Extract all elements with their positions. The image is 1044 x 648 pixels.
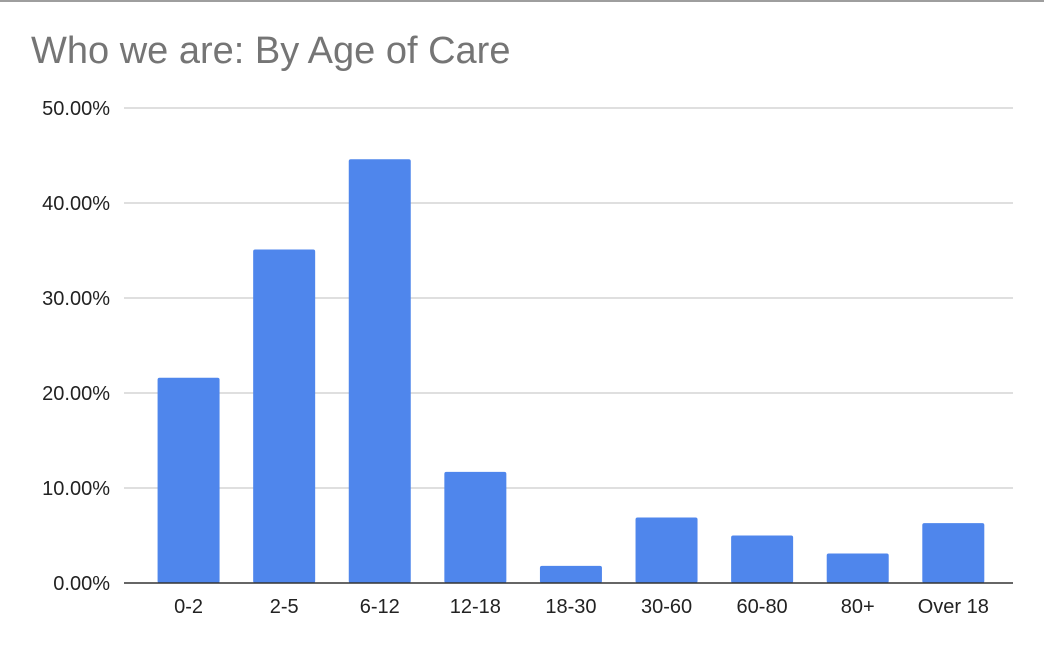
y-tick-label: 0.00% (53, 573, 110, 595)
x-tick-label: 80+ (841, 596, 875, 618)
y-tick-label: 10.00% (42, 478, 110, 500)
y-tick-label: 40.00% (42, 193, 110, 215)
y-tick-label: 30.00% (42, 288, 110, 310)
x-tick-label: 2-5 (270, 596, 299, 618)
bar (348, 159, 411, 584)
x-tick-label: 12-18 (450, 596, 501, 618)
x-tick-labels: 0-2 2-5 6-12 12-18 18-30 30-60 60-80 80+ Over 18 (174, 596, 989, 618)
bar (253, 249, 316, 584)
x-tick-label: 30-60 (641, 596, 692, 618)
bar (922, 523, 985, 583)
x-tick-label: Over 18 (918, 596, 989, 618)
bar (539, 565, 602, 583)
y-tick-label: 20.00% (42, 383, 110, 405)
bar (157, 377, 220, 583)
x-tick-label: 6-12 (360, 596, 400, 618)
chart-title: Who we are: By Age of Care (31, 30, 511, 72)
x-tick-label: 60-80 (737, 596, 788, 618)
y-tick-labels: 0.00% 10.00% 20.00% 30.00% 40.00% 50.00% (42, 98, 110, 595)
bar (444, 471, 507, 583)
x-tick-label: 0-2 (174, 596, 203, 618)
bar (826, 553, 889, 583)
bar (635, 517, 698, 583)
x-tick-label: 18-30 (545, 596, 596, 618)
bar (731, 535, 794, 583)
y-tick-label: 50.00% (42, 98, 110, 120)
bars (157, 159, 985, 584)
